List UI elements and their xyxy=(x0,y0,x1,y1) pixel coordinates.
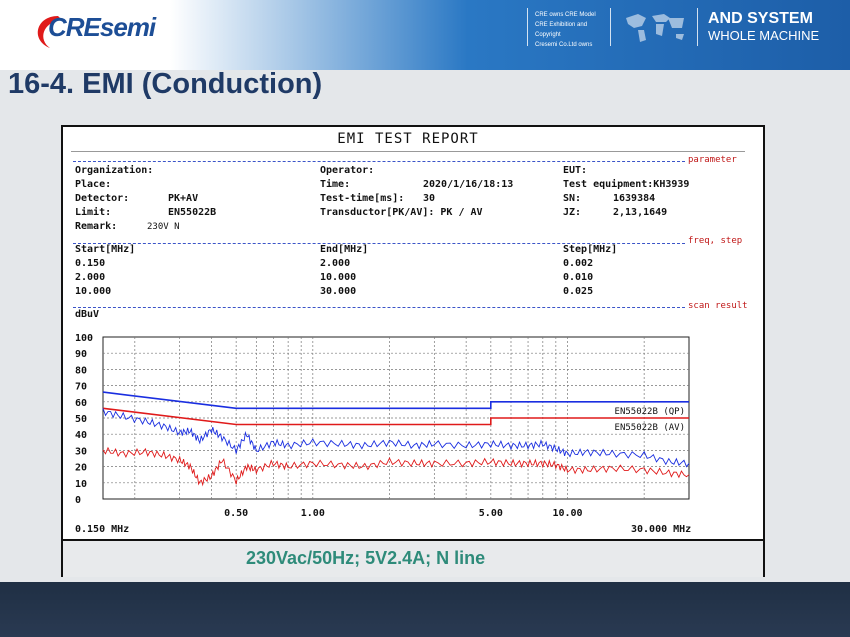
field-test-equipment: Test equipment:KH3939 xyxy=(563,179,690,190)
header-divider xyxy=(527,8,528,46)
y-tick-label: 90 xyxy=(75,349,87,360)
x-max-label: 30.000 MHz xyxy=(631,524,691,535)
title-rule xyxy=(71,151,745,152)
field-detector-label: Detector: xyxy=(75,193,130,204)
measurement-trace xyxy=(102,446,690,487)
y-tick-label: 30 xyxy=(75,446,87,457)
section-label-freq-step: freq, step xyxy=(688,236,743,246)
caption-band: 230Vac/50Hz; 5V2.4A; N line xyxy=(63,539,763,577)
x-min-label: 0.150 MHz xyxy=(75,524,129,535)
field-organization: Organization: xyxy=(75,165,154,176)
website-link[interactable]: www.cresemi.com xyxy=(30,54,135,69)
note-line: CRE owns CRE Model xyxy=(535,12,596,18)
x-tick-label: 0.50 xyxy=(224,508,248,519)
field-time-label: Time: xyxy=(320,179,351,190)
section-label-scan-result: scan result xyxy=(688,301,748,311)
section-label-parameter: parameter xyxy=(688,155,737,165)
freq-cell: 10.000 xyxy=(75,286,112,297)
y-tick-label: 70 xyxy=(75,382,87,393)
section-divider xyxy=(73,243,685,244)
freq-header-end: End[MHz] xyxy=(320,244,369,255)
section-divider xyxy=(73,307,685,308)
y-tick-label: 80 xyxy=(75,365,87,376)
freq-header-start: Start[MHz] xyxy=(75,244,136,255)
freq-cell: 0.150 xyxy=(75,258,106,269)
legend-label: EN55022B (QP) xyxy=(615,407,685,417)
freq-cell: 0.002 xyxy=(563,258,594,269)
chart-ylabel: dBuV xyxy=(75,309,100,320)
freq-cell: 10.000 xyxy=(320,272,357,283)
measurement-trace xyxy=(102,408,690,468)
field-jz-value: 2,13,1649 xyxy=(613,207,668,218)
note-line: Copyright xyxy=(535,32,561,38)
y-tick-label: 0 xyxy=(75,495,81,506)
field-sn-label: SN: xyxy=(563,193,582,204)
freq-cell: 0.010 xyxy=(563,272,594,283)
y-tick-label: 10 xyxy=(75,479,87,490)
field-detector-value: PK+AV xyxy=(168,193,199,204)
emi-report-panel: EMI TEST REPORT parameter Organization: … xyxy=(61,125,765,577)
field-remark-label: Remark: xyxy=(75,221,118,232)
field-eut: EUT: xyxy=(563,165,588,176)
y-tick-label: 50 xyxy=(75,414,87,425)
header-divider xyxy=(610,8,611,46)
field-test-time-label: Test-time[ms]: xyxy=(320,193,405,204)
report-title: EMI TEST REPORT xyxy=(337,131,479,147)
footer-bar xyxy=(0,582,850,637)
freq-cell: 2.000 xyxy=(320,258,351,269)
logo-swoosh-icon xyxy=(37,16,62,48)
note-line: Cresemi Co.Ltd owns xyxy=(535,42,593,48)
freq-header-step: Step[MHz] xyxy=(563,244,618,255)
field-operator: Operator: xyxy=(320,165,375,176)
field-limit-value: EN55022B xyxy=(168,207,217,218)
world-map-icon xyxy=(626,14,684,42)
field-transductor: Transductor[PK/AV]: PK / AV xyxy=(320,207,483,218)
freq-cell: 30.000 xyxy=(320,286,357,297)
header-divider xyxy=(697,8,698,46)
field-jz-label: JZ: xyxy=(563,207,582,218)
x-tick-label: 1.00 xyxy=(301,508,325,519)
field-test-time-value: 30 xyxy=(423,193,436,204)
x-tick-label: 5.00 xyxy=(479,508,503,519)
freq-cell: 2.000 xyxy=(75,272,106,283)
field-limit-label: Limit: xyxy=(75,207,112,218)
limit-line xyxy=(102,407,689,426)
header-banner: CREsemi www.cresemi.com CRE owns CRE Mod… xyxy=(0,0,850,70)
y-tick-label: 60 xyxy=(75,398,87,409)
limit-line xyxy=(102,391,689,410)
x-tick-label: 10.00 xyxy=(552,508,582,519)
brand-line-1: AND SYSTEM xyxy=(708,10,813,27)
freq-cell: 0.025 xyxy=(563,286,594,297)
field-remark-value: 230V N xyxy=(147,222,180,232)
section-divider xyxy=(73,161,685,162)
header-copyright-note: CRE owns CRE Model CRE Exhibition and Co… xyxy=(535,10,596,50)
header-brand: AND SYSTEM WHOLE MACHINE xyxy=(708,10,819,43)
page-title: 16-4. EMI (Conduction) xyxy=(8,68,323,100)
field-place: Place: xyxy=(75,179,112,190)
y-tick-label: 40 xyxy=(75,430,87,441)
test-condition-caption: 230Vac/50Hz; 5V2.4A; N line xyxy=(246,548,486,568)
y-tick-label: 20 xyxy=(75,463,87,474)
company-logo[interactable]: CREsemi xyxy=(28,10,168,54)
field-time-value: 2020/1/16/18:13 xyxy=(423,179,514,190)
y-tick-label: 100 xyxy=(75,333,93,344)
field-sn-value: 1639384 xyxy=(613,193,656,204)
logo-text: CREsemi xyxy=(48,12,156,42)
legend-label: EN55022B (AV) xyxy=(615,423,685,433)
note-line: CRE Exhibition and xyxy=(535,22,588,28)
brand-line-2: WHOLE MACHINE xyxy=(708,28,820,43)
